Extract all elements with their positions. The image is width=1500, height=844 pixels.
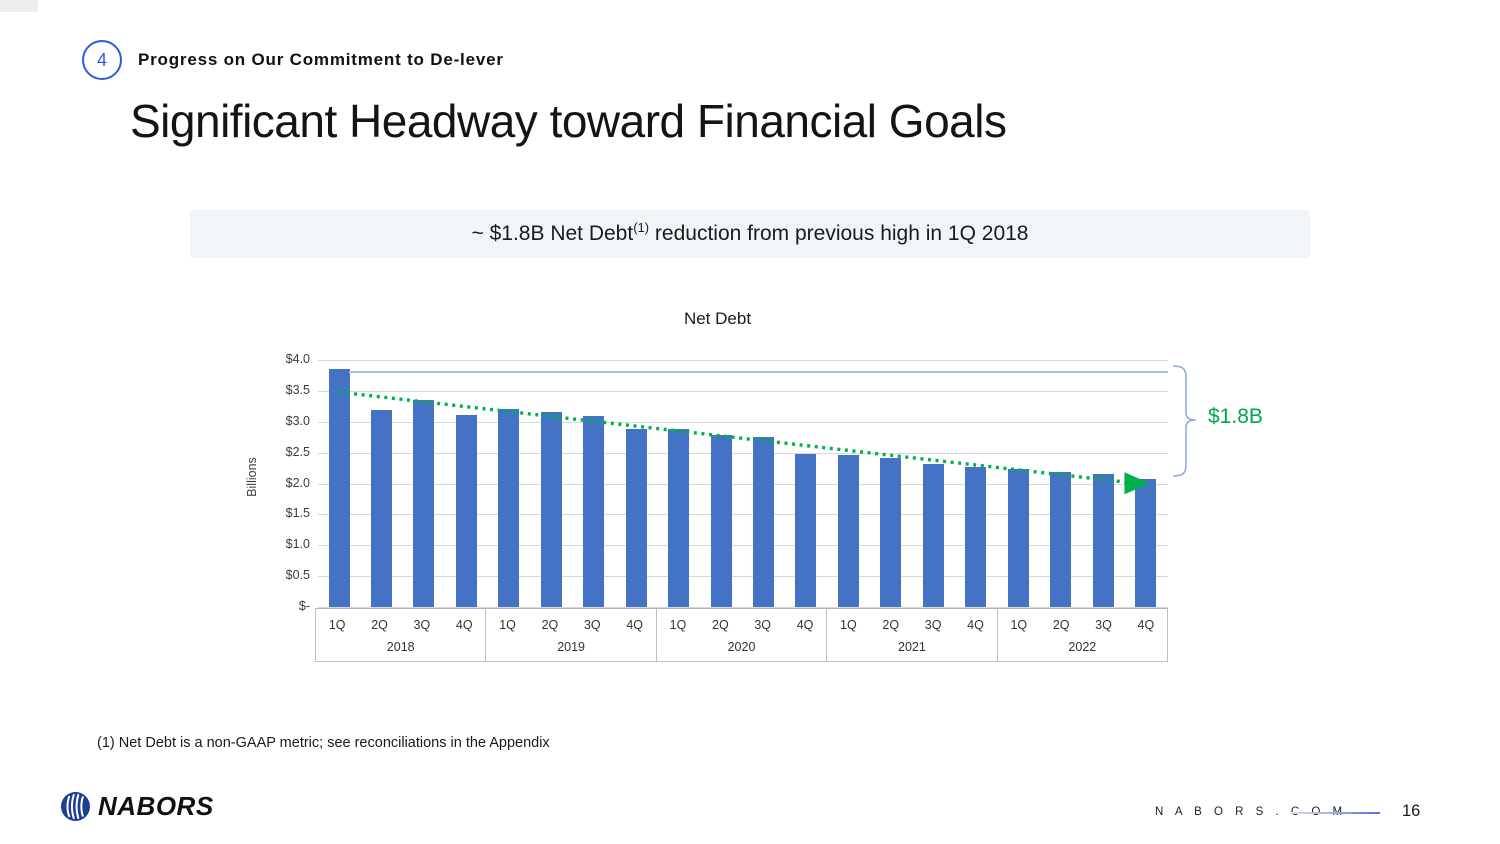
quarter-tick-label: 3Q	[754, 618, 772, 632]
bar-14	[880, 458, 902, 607]
quarter-tick-label: 3Q	[1095, 618, 1112, 632]
gridline	[318, 545, 1168, 547]
bar-2	[370, 410, 392, 607]
year-tick-label: 2021	[898, 640, 926, 654]
footer-brand: NABORS	[60, 791, 214, 822]
year-tick-label: 2022	[1068, 640, 1097, 654]
y-tick-label: $3.5	[285, 382, 310, 397]
quarter-tick-label: 1Q	[499, 618, 516, 632]
reduction-bracket	[1172, 365, 1197, 477]
y-tick-label: $-	[298, 599, 310, 613]
quarter-tick-label: 2Q	[371, 618, 388, 632]
year-tick-label: 2018	[386, 640, 415, 654]
gridline	[318, 607, 1168, 608]
bar-5	[498, 408, 520, 607]
quarter-tick-label: 1Q	[840, 618, 857, 632]
bar-10	[710, 435, 732, 607]
page-title: Significant Headway toward Financial Goa…	[130, 95, 1007, 147]
previous-high-reference-line	[348, 371, 1168, 374]
reduction-amount-label: $1.8B	[1208, 405, 1263, 428]
year-group-2020: 1Q 2Q 3Q 4Q 2020	[657, 609, 828, 661]
bar-12	[795, 454, 817, 607]
page-number: 16	[1402, 802, 1421, 820]
banner-text-suffix: reduction from previous high in 1Q 2018	[649, 222, 1029, 245]
y-tick-label: $4.0	[285, 352, 310, 366]
y-tick-label: $1.5	[285, 506, 310, 521]
quarter-tick-label: 1Q	[328, 618, 346, 632]
footer-divider-line	[1290, 812, 1380, 814]
bar-11	[753, 436, 774, 607]
bar-4	[455, 414, 477, 607]
gridline	[318, 390, 1168, 392]
x-axis: 1Q 2Q 3Q 4Q 2018 1Q 2Q 3Q 4Q 2019 1Q 2Q 3Q 4Q 2020 1Q 2Q…	[315, 608, 1168, 662]
bar-9	[668, 428, 690, 607]
kicker-number-badge: 4	[82, 40, 122, 80]
bar-1	[328, 369, 350, 607]
quarter-tick-label: 2Q	[882, 618, 900, 632]
quarter-tick-label: 4Q	[1137, 618, 1155, 632]
quarter-tick-label: 3Q	[583, 618, 601, 632]
footnote: (1) Net Debt is a non-GAAP metric; see r…	[97, 735, 550, 751]
quarter-tick-label: 1Q	[669, 618, 687, 632]
bar-17	[1007, 469, 1029, 607]
bar-13	[837, 455, 859, 607]
highlight-banner: ~ $1.8B Net Debt(1) reduction from previ…	[190, 210, 1310, 258]
y-tick-label: $3.0	[285, 413, 310, 428]
bar-15	[922, 464, 944, 607]
gridline	[318, 452, 1168, 454]
year-group-2022: 1Q 2Q 3Q 4Q 2022	[998, 609, 1167, 661]
bar-7	[583, 416, 605, 607]
year-group-2018: 1Q 2Q 3Q 4Q 2018	[316, 609, 487, 661]
quarter-tick-label: 2Q	[712, 618, 729, 632]
chart-title: Net Debt	[683, 309, 752, 328]
year-tick-label: 2020	[727, 640, 756, 654]
bar-19	[1092, 474, 1114, 607]
gridline	[318, 514, 1168, 516]
year-group-2021: 1Q 2Q 3Q 4Q 2021	[827, 609, 998, 661]
gridline	[318, 576, 1168, 578]
brand-wordmark: NABORS	[98, 791, 214, 821]
y-tick-label: $0.5	[285, 568, 310, 583]
bar-20	[1135, 478, 1157, 607]
quarter-tick-label: 4Q	[967, 618, 984, 632]
plot-area: $4.0 $3.5 $3.0 $2.5 $2.0 $1.5 $1.0 $0.5 $-	[286, 352, 1168, 613]
bar-18	[1050, 471, 1072, 607]
quarter-tick-label: 2Q	[1052, 618, 1070, 632]
bar-3	[413, 399, 435, 607]
y-tick-label: $2.5	[285, 444, 310, 459]
year-tick-label: 2019	[557, 640, 586, 654]
year-group-2019: 1Q 2Q 3Q 4Q 2019	[486, 609, 657, 661]
gridline	[318, 421, 1168, 423]
banner-footnote-marker: (1)	[633, 220, 650, 235]
trend-line	[338, 390, 1150, 495]
quarter-tick-label: 4Q	[626, 618, 643, 632]
kicker-label: Progress on Our Commitment to De-lever	[138, 50, 504, 69]
banner-text-prefix: ~ $1.8B Net Debt	[471, 222, 634, 245]
quarter-tick-label: 3Q	[413, 618, 431, 632]
quarter-tick-label: 4Q	[796, 618, 814, 632]
quarter-tick-label: 3Q	[924, 618, 942, 632]
gridline	[318, 483, 1168, 485]
bar-16	[965, 466, 987, 607]
nabors-logo-icon	[61, 792, 90, 821]
quarter-tick-label: 1Q	[1010, 618, 1028, 632]
quarter-tick-label: 4Q	[455, 618, 473, 632]
quarter-tick-label: 2Q	[541, 618, 559, 632]
bar-6	[540, 411, 562, 607]
gridline	[318, 360, 1168, 361]
website-label: N A B O R S . C O M	[1155, 806, 1347, 818]
y-tick-label: $1.0	[285, 537, 310, 552]
bar-8	[625, 429, 647, 607]
y-tick-label: $2.0	[285, 475, 310, 490]
corner-decoration	[0, 0, 38, 12]
trend-arrow-icon	[1124, 472, 1150, 495]
kicker: 4 Progress on Our Commitment to De-lever	[82, 40, 504, 80]
